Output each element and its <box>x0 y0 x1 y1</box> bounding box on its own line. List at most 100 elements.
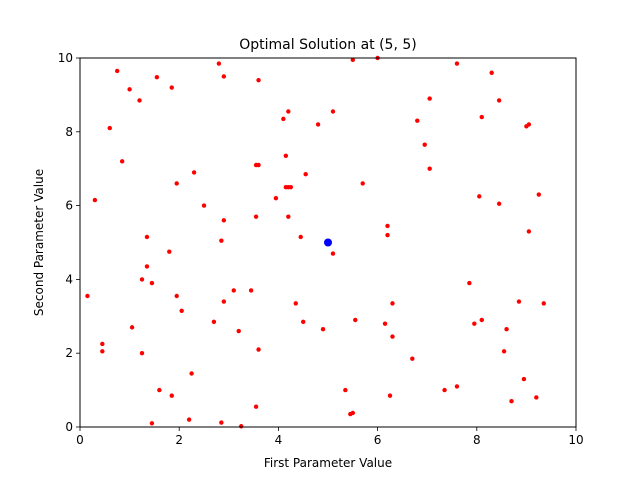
data-point <box>390 334 395 339</box>
data-point <box>149 421 155 426</box>
data-point <box>496 201 502 206</box>
data-point <box>472 321 477 326</box>
data-point <box>211 319 217 325</box>
data-point <box>427 166 432 171</box>
data-point <box>149 280 155 286</box>
data-point <box>454 61 460 66</box>
data-point <box>496 98 502 103</box>
data-point <box>288 184 293 190</box>
data-point <box>489 70 494 75</box>
data-point <box>186 417 192 422</box>
data-point <box>107 125 112 131</box>
x-tick-label: 8 <box>473 433 481 447</box>
data-point <box>479 114 484 120</box>
data-point <box>516 299 522 304</box>
data-point <box>248 288 254 293</box>
data-point <box>385 232 390 238</box>
data-point <box>303 172 308 177</box>
x-tick-label: 0 <box>76 433 84 447</box>
data-point <box>410 356 415 361</box>
data-point <box>387 393 393 398</box>
data-point <box>201 203 207 208</box>
data-point <box>385 223 390 229</box>
data-point <box>119 159 125 164</box>
x-axis-ticks: 0 2 4 6 8 10 <box>76 427 584 447</box>
data-point <box>382 321 388 326</box>
data-point <box>422 142 427 147</box>
data-point <box>509 398 514 404</box>
data-point <box>534 395 539 400</box>
data-point <box>137 98 142 103</box>
data-point <box>350 57 355 63</box>
data-point <box>129 325 135 330</box>
data-point <box>281 116 286 122</box>
data-point <box>536 192 541 197</box>
data-point <box>350 410 355 416</box>
data-point <box>231 288 236 293</box>
data-point <box>154 74 160 80</box>
y-tick-label: 0 <box>65 420 73 434</box>
data-point <box>256 77 261 83</box>
x-tick-label: 2 <box>175 433 183 447</box>
data-point <box>115 68 120 74</box>
data-point <box>353 317 358 323</box>
data-point <box>219 238 224 243</box>
data-point <box>221 299 227 304</box>
data-point <box>477 194 482 199</box>
data-point <box>157 387 162 393</box>
data-point <box>236 328 241 334</box>
data-point <box>239 424 244 429</box>
x-tick-label: 6 <box>374 433 382 447</box>
data-point <box>221 74 227 79</box>
y-axis-ticks: 0 2 4 6 8 10 <box>58 51 80 434</box>
data-point <box>526 122 532 127</box>
data-point <box>253 214 259 219</box>
data-point <box>174 293 179 299</box>
y-tick-label: 4 <box>65 272 73 286</box>
data-point <box>293 301 298 306</box>
data-point <box>442 387 447 393</box>
data-point <box>100 341 105 347</box>
y-axis-label: Second Parameter Value <box>32 169 46 316</box>
optimal-point <box>324 238 332 247</box>
data-point <box>298 234 303 240</box>
data-point <box>286 214 291 219</box>
data-point <box>189 371 194 376</box>
y-tick-label: 8 <box>65 125 73 139</box>
data-point <box>390 301 395 306</box>
data-point <box>343 387 348 393</box>
data-point <box>144 264 150 269</box>
data-point <box>174 181 179 186</box>
data-point <box>301 319 306 325</box>
data-point <box>286 109 291 114</box>
data-point <box>221 218 227 223</box>
data-point <box>330 251 336 256</box>
data-point <box>127 87 132 92</box>
data-point <box>256 347 261 352</box>
data-point <box>216 61 222 66</box>
data-point <box>253 404 259 409</box>
data-point <box>330 109 336 114</box>
data-point <box>169 85 174 90</box>
data-point <box>467 280 472 286</box>
data-point <box>100 349 105 354</box>
data-point <box>521 376 527 382</box>
plot-frame <box>79 57 577 428</box>
x-axis-label: First Parameter Value <box>264 456 392 470</box>
data-point <box>415 118 420 123</box>
data-point <box>169 393 174 398</box>
y-tick-label: 6 <box>65 199 73 213</box>
data-point <box>501 349 507 354</box>
data-point <box>283 153 289 158</box>
data-point <box>92 197 98 203</box>
data-point <box>144 234 150 240</box>
data-point <box>541 301 546 306</box>
data-point <box>191 170 197 175</box>
data-point <box>85 293 90 299</box>
data-point <box>454 384 460 389</box>
x-tick-label: 4 <box>275 433 283 447</box>
y-tick-label: 2 <box>65 346 73 360</box>
data-point <box>256 162 261 168</box>
